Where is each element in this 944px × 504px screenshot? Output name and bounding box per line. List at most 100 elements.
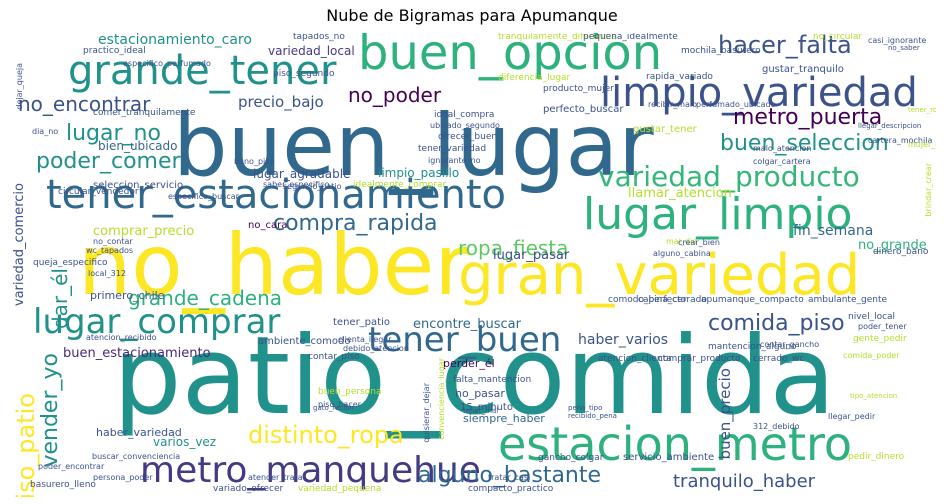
word-estacionamiento-caro: estacionamiento_caro [98,33,252,48]
word-lugar-limpio: lugar_limpio [583,189,853,240]
word-estacion-metro: estacion_metro [498,417,853,471]
word-comprar-precio: comprar_precio [93,224,195,239]
word-poder-tener: poder_tener [858,322,907,331]
word-recibir-malo: recibir_malo [648,100,698,109]
word-atencion-recibido: atencion_recibido [86,333,157,342]
word-gato-recibir: gato_recibir [313,404,355,412]
word-perfumado-ubicado: perfumado_ubicado [696,100,776,109]
word-saber-especifico: saber_especifico [263,180,330,189]
word-buen-estacionamiento: buen_estacionamiento [63,346,211,361]
word-precio-bajo: precio_bajo [238,93,324,111]
word-comida-piso: comida_piso [708,311,845,336]
word-buen-lugar: buen_lugar [173,96,654,196]
word-no-cara: no_cara [248,220,288,231]
word-lugar-no: lugar_no [66,121,161,146]
word-buen-seleccion: buen_seleccion [720,131,889,156]
word-especifico-perfumado: especifico_perfumado [123,59,211,68]
word-gancho-colgar: gancho_colgar [538,453,604,463]
word-brindar-crear: brindar_crear [924,163,933,217]
word-pequena-idealmente: pequena_idealmente [583,33,678,42]
word-no-circular: no_circular [813,33,863,42]
word-rapida-variado: rapida_variado [646,72,713,82]
word-variedad-producto: variedad_producto [598,160,860,193]
word-crear-bien: crear_bien [678,238,720,247]
word-practico-ideal: practico_ideal [83,46,146,56]
word-lugar-agradable: lugar_agradable [253,167,351,181]
word-contar-piso: contar_piso [308,352,360,362]
word-pena-tipo: pena_tipo [568,404,603,412]
word-cloud: patio_comida buen_lugar no_haber gran_va… [8,33,936,497]
word-siempre-haber: siempre_haber [463,412,545,425]
word-primero-chile: primero_chile [90,289,165,302]
word-variedad-pequena: variedad_pequena [298,484,382,494]
word-ofrecer-buen: ofrecer_buen [438,132,498,142]
word-mujer-contar: mujer_contar [908,140,936,149]
word-no-poder: no_poder [348,83,442,107]
word-no-contar: no_contar [93,237,133,246]
word-varios-vez: varios_vez [153,435,217,449]
word-ubicado-segundo: ubicado_segundo [430,121,500,130]
word-diferencia-lugar: diferencia_lugar [498,73,571,83]
word-tener-mal: tener_mal [463,407,499,415]
word-fin-semana: fin_semana [793,223,874,239]
word-cerrado-wc: cerrado_wc [753,354,805,364]
word-colgar-cartera: colgar_cartera [753,157,811,166]
word-local-312: local_312 [88,269,126,278]
word-alguno-cabina: alguno_cabina [653,249,711,258]
word-tranquilamente-diferencia: tranquilamente_diferencia [498,33,617,42]
word-servicio-ambiente: servicio_ambiente [623,452,715,463]
word-limpio-variedad: limpio_variedad [600,70,918,116]
word-metro-manquehue: metro_manquehue [140,450,481,491]
word-buen-opcion: buen_opcion [358,33,663,81]
word-dinero-bano: dinero_bano [873,247,929,257]
word-atender-tratar: atender_tratar [248,473,306,482]
word-variado-ofrecer: variado_ofrecer [213,484,284,494]
word-buen-precio: buen_precio [716,368,734,460]
word-especifico-buscar: especifico_buscar [168,192,239,201]
word-ideal-compra: ideal_compra [434,110,495,120]
word-tener-ropa: tener_ropa [908,106,936,114]
word-comer-tranquilamente: comer_tranquilamente [93,108,196,118]
word-buscar-convenciencia: buscar_convenciencia [92,452,181,461]
word-hacer-falta: hacer_falta [718,33,852,59]
word-casi-ignorante: casi_ignorante [868,36,927,45]
word-comida-poder: comida_poder [843,351,900,360]
word-compacto-practico: compacto_practico [468,484,554,494]
word-perder-el: perder_él [443,357,495,370]
word-segundo-patio: segundo_patio [283,182,342,191]
word-persona-poder: persona_poder [93,473,153,482]
word-falta-mantencion: falta_mantencion [453,375,532,385]
word-no-saber: no_saber [888,44,920,52]
word-comodo-perfecto: comodo_perfecto [608,295,687,305]
word-producto-mujer: producto_mujer [543,84,614,94]
word-no-grande: no_grande [858,238,927,253]
word-variedad-local: variedad_local [268,44,355,58]
word-grande-tener: grande_tener [68,48,337,94]
word-apumanque-compacto: apumanque_compacto [701,295,804,305]
word-limpio-pasillo: limpio_pasillo [378,166,460,180]
word-atencion-clienta: atencion_clienta [598,354,672,364]
word-piso-segundo: piso_segundo [273,69,335,79]
word-quisierar-dejar: quisierar_dejar [422,383,431,443]
word-gente-pedir: gente_pedir [853,334,907,344]
word-basurero-lleno: basurero_lleno [30,480,96,490]
word-queja-especifico: queja_especifico [33,258,108,268]
word-comprar-producto: comprar_producto [658,354,741,364]
word-gran-variedad: gran_variedad [458,243,861,308]
word-tratar-casi: tratar_casi [488,473,531,482]
word-distinto-ropa: distinto_ropa [248,421,404,449]
word-circular-vendedor: circular_vendedor [58,187,139,197]
word-patio-comida: patio_comida [113,314,836,439]
word-mal-dia: mal_dia [666,237,698,246]
word-no-encontrar: no_encontrar [18,92,151,116]
word-seleccion-servicio: seleccion_servicio [93,180,184,191]
word-alguno-bastante: alguno_bastante [418,463,602,488]
word-llamar-atencion: llamar_atencion [628,186,732,201]
word-convenciencia-lugar: convenciencia_lugar [437,358,446,440]
word-tener-buen: tener_buen [368,320,562,360]
word-malo-atencion: malo_atencion [753,144,812,153]
word-ambiente-comodo: ambiente_comodo [258,336,351,347]
word-llegar-pedir: llegar_pedir [828,412,876,421]
word-bien-ubicado: bien_ubicado [98,139,178,153]
word-vender-yo: vender_yo [38,353,63,468]
